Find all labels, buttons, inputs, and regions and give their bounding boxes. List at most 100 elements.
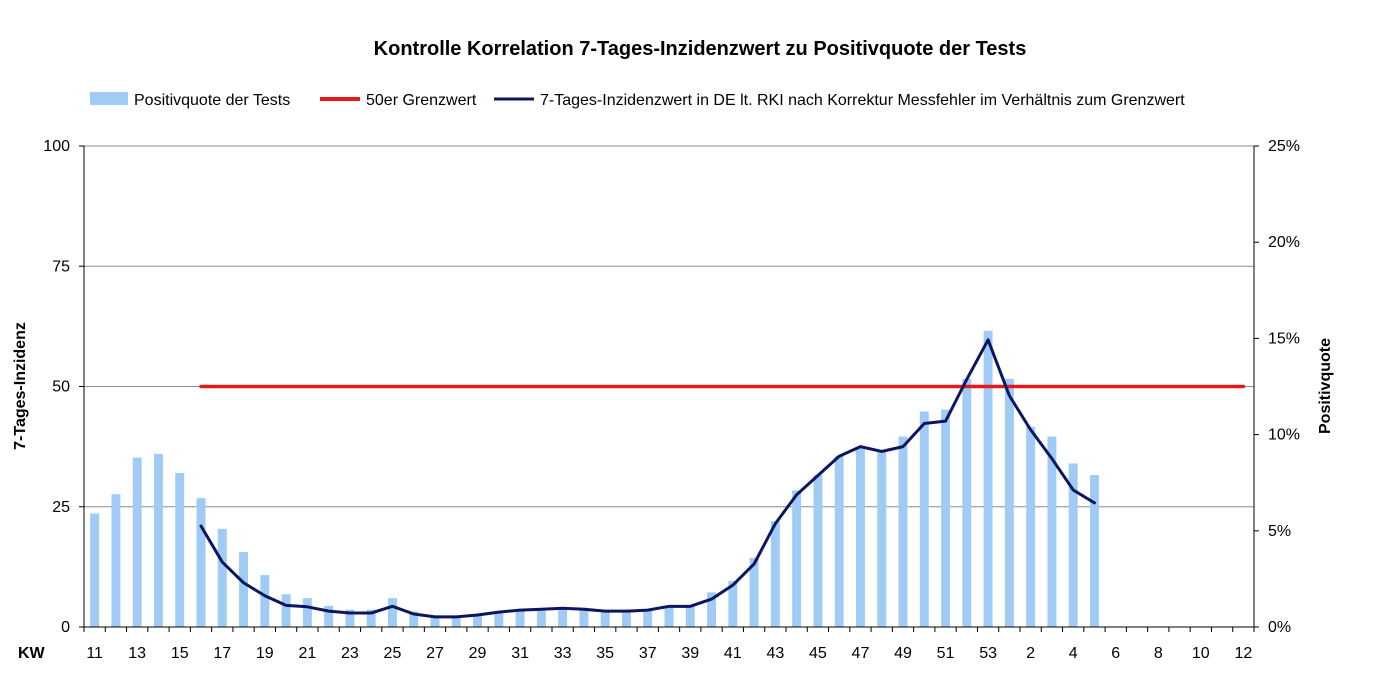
y2-tick-label-0%: 0% bbox=[1268, 619, 1291, 636]
bar-kw-36-25 bbox=[621, 611, 631, 627]
x-tick-label-15-2: 15 bbox=[171, 645, 189, 662]
y-tick-label-50: 50 bbox=[52, 379, 70, 396]
bar-kw-11-0 bbox=[90, 513, 100, 627]
bar-kw-50-39 bbox=[919, 411, 929, 627]
y-axis-title: 7-Tages-Inzidenz bbox=[12, 322, 29, 450]
bar-kw-46-35 bbox=[834, 455, 844, 627]
bar-kw-12-1 bbox=[111, 494, 121, 627]
bar-kw-25-14 bbox=[387, 598, 397, 627]
bar-kw-3-45 bbox=[1047, 436, 1057, 627]
bar-kw-21-10 bbox=[302, 598, 312, 627]
bar-kw-15-4 bbox=[175, 473, 185, 627]
bar-series-positivquote bbox=[90, 330, 1099, 627]
x-tick-label-23-6: 23 bbox=[341, 645, 359, 662]
bar-kw-1-43 bbox=[1004, 378, 1014, 627]
legend: Positivquote der Tests 50er Grenzwert 7-… bbox=[90, 92, 1185, 109]
y-tick-label-100: 100 bbox=[43, 138, 70, 155]
bar-kw-41-30 bbox=[728, 580, 738, 627]
x-tick-label-35-12: 35 bbox=[596, 645, 614, 662]
legend-label-grenzwert: 50er Grenzwert bbox=[366, 92, 477, 109]
bar-kw-16-5 bbox=[196, 498, 206, 627]
bar-kw-18-7 bbox=[239, 551, 249, 627]
bar-kw-26-15 bbox=[409, 611, 419, 627]
bar-kw-4-46 bbox=[1068, 463, 1078, 627]
bar-kw-33-22 bbox=[558, 607, 568, 627]
x-tick-label-45-17: 45 bbox=[809, 645, 827, 662]
legend-label-positivquote: Positivquote der Tests bbox=[134, 92, 290, 109]
bar-kw-30-19 bbox=[494, 611, 504, 627]
legend-swatch-positivquote bbox=[90, 92, 128, 105]
bar-kw-13-2 bbox=[132, 457, 142, 627]
chart-title: Kontrolle Korrelation 7-Tages-Inzidenzwe… bbox=[374, 38, 1027, 60]
x-tick-label-2-22: 2 bbox=[1026, 645, 1035, 662]
bar-kw-31-20 bbox=[515, 609, 525, 627]
bar-kw-39-28 bbox=[685, 605, 695, 627]
bar-kw-20-9 bbox=[281, 594, 291, 627]
bar-kw-38-27 bbox=[664, 607, 674, 627]
x-tick-label-4-23: 4 bbox=[1069, 645, 1078, 662]
bar-kw-17-6 bbox=[217, 528, 227, 627]
bar-kw-5-47 bbox=[1089, 475, 1099, 627]
x-tick-label-11-0: 11 bbox=[86, 645, 103, 662]
x-tick-label-39-14: 39 bbox=[681, 645, 699, 662]
bar-kw-48-37 bbox=[877, 451, 887, 627]
bar-kw-51-40 bbox=[941, 409, 951, 627]
x-axis-title: KW bbox=[18, 645, 46, 662]
axes bbox=[79, 145, 1259, 632]
x-tick-label-6-24: 6 bbox=[1111, 645, 1120, 662]
bar-kw-24-13 bbox=[366, 609, 376, 627]
y-tick-label-0: 0 bbox=[61, 619, 70, 636]
y2-axis-title: Positivquote bbox=[1317, 338, 1334, 434]
x-tick-label-17-3: 17 bbox=[213, 645, 231, 662]
x-tick-label-37-13: 37 bbox=[639, 645, 657, 662]
x-tick-label-8-25: 8 bbox=[1154, 645, 1163, 662]
bar-kw-23-12 bbox=[345, 609, 355, 627]
bar-kw-19-8 bbox=[260, 575, 270, 627]
x-tick-label-19-4: 19 bbox=[256, 645, 274, 662]
y-tick-label-75: 75 bbox=[52, 258, 70, 275]
x-tick-label-25-7: 25 bbox=[384, 645, 402, 662]
bar-kw-29-18 bbox=[473, 615, 483, 627]
line-series bbox=[199, 338, 1246, 619]
series-line-inzidenz bbox=[199, 338, 1096, 619]
bar-kw-37-26 bbox=[643, 609, 653, 627]
y2-tick-label-10%: 10% bbox=[1268, 427, 1300, 444]
x-tick-label-43-16: 43 bbox=[766, 645, 784, 662]
x-tick-label-47-18: 47 bbox=[852, 645, 870, 662]
x-tick-label-33-11: 33 bbox=[554, 645, 572, 662]
bar-kw-42-31 bbox=[749, 557, 759, 627]
y2-tick-label-15%: 15% bbox=[1268, 330, 1300, 347]
x-tick-label-49-19: 49 bbox=[894, 645, 912, 662]
bar-kw-47-36 bbox=[855, 448, 865, 627]
x-tick-label-27-8: 27 bbox=[426, 645, 444, 662]
x-tick-label-10-26: 10 bbox=[1192, 645, 1210, 662]
bar-kw-53-42 bbox=[983, 330, 993, 627]
y2-tick-label-25%: 25% bbox=[1268, 138, 1300, 155]
legend-label-inzidenz: 7-Tages-Inzidenzwert in DE lt. RKI nach … bbox=[540, 92, 1185, 109]
gridlines bbox=[84, 145, 1254, 508]
x-tick-label-12-27: 12 bbox=[1234, 645, 1252, 662]
y2-tick-label-5%: 5% bbox=[1268, 523, 1291, 540]
x-tick-label-31-10: 31 bbox=[511, 645, 529, 662]
bar-kw-43-32 bbox=[770, 521, 780, 627]
x-tick-label-29-9: 29 bbox=[469, 645, 487, 662]
x-tick-label-51-20: 51 bbox=[937, 645, 955, 662]
x-tick-label-41-15: 41 bbox=[724, 645, 742, 662]
bar-kw-34-23 bbox=[579, 607, 589, 627]
x-tick-label-13-1: 13 bbox=[128, 645, 146, 662]
bar-kw-44-33 bbox=[792, 490, 802, 627]
bar-kw-14-3 bbox=[153, 453, 163, 627]
bar-kw-35-24 bbox=[600, 611, 610, 627]
x-tick-label-21-5: 21 bbox=[298, 645, 316, 662]
y-tick-label-25: 25 bbox=[52, 499, 70, 516]
bar-kw-27-16 bbox=[430, 615, 440, 627]
bar-kw-22-11 bbox=[324, 605, 334, 627]
bar-kw-40-29 bbox=[707, 592, 717, 627]
bar-kw-32-21 bbox=[536, 609, 546, 627]
y2-tick-label-20%: 20% bbox=[1268, 234, 1300, 251]
bar-kw-28-17 bbox=[451, 615, 461, 627]
bar-kw-49-38 bbox=[898, 436, 908, 627]
bar-kw-45-34 bbox=[813, 475, 823, 627]
